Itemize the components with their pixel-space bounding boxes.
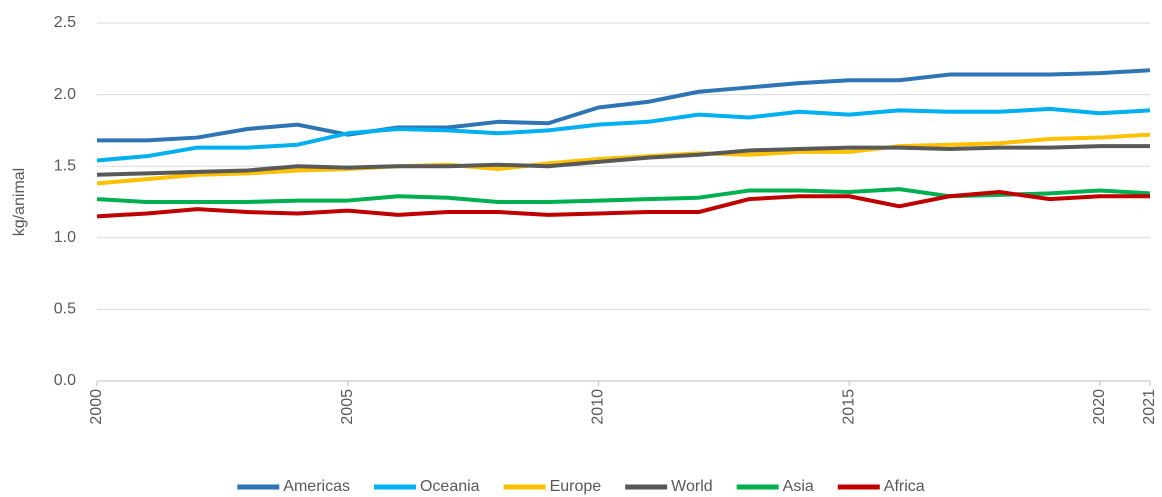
series-line bbox=[96, 132, 1151, 186]
series-line bbox=[97, 68, 1151, 143]
x-tick-label: 2020 bbox=[1091, 389, 1108, 425]
x-tick-label: 2015 bbox=[840, 389, 857, 425]
series-line bbox=[96, 189, 1150, 219]
x-tick-label: 2005 bbox=[339, 389, 356, 425]
series-line bbox=[96, 106, 1151, 163]
y-tick-label: 1.5 bbox=[54, 157, 76, 174]
legend-label: Asia bbox=[783, 478, 814, 495]
y-tick-label: 0.0 bbox=[54, 372, 76, 389]
series-line bbox=[96, 144, 1150, 177]
x-tick-label: 2010 bbox=[590, 389, 607, 425]
legend-label: Oceania bbox=[420, 478, 480, 495]
y-tick-label: 0.5 bbox=[54, 301, 76, 318]
legend-label: Americas bbox=[283, 478, 350, 495]
legend-label: Africa bbox=[884, 478, 925, 495]
x-tick-label: 2021 bbox=[1141, 389, 1158, 425]
y-tick-label: 1.0 bbox=[54, 229, 76, 246]
x-tick-label: 2000 bbox=[88, 389, 105, 425]
y-tick-label: 2.5 bbox=[54, 14, 76, 31]
y-axis-label: kg/animal bbox=[11, 168, 28, 236]
legend-label: World bbox=[671, 478, 713, 495]
y-tick-label: 2.0 bbox=[54, 86, 76, 103]
legend-label: Europe bbox=[550, 478, 602, 495]
